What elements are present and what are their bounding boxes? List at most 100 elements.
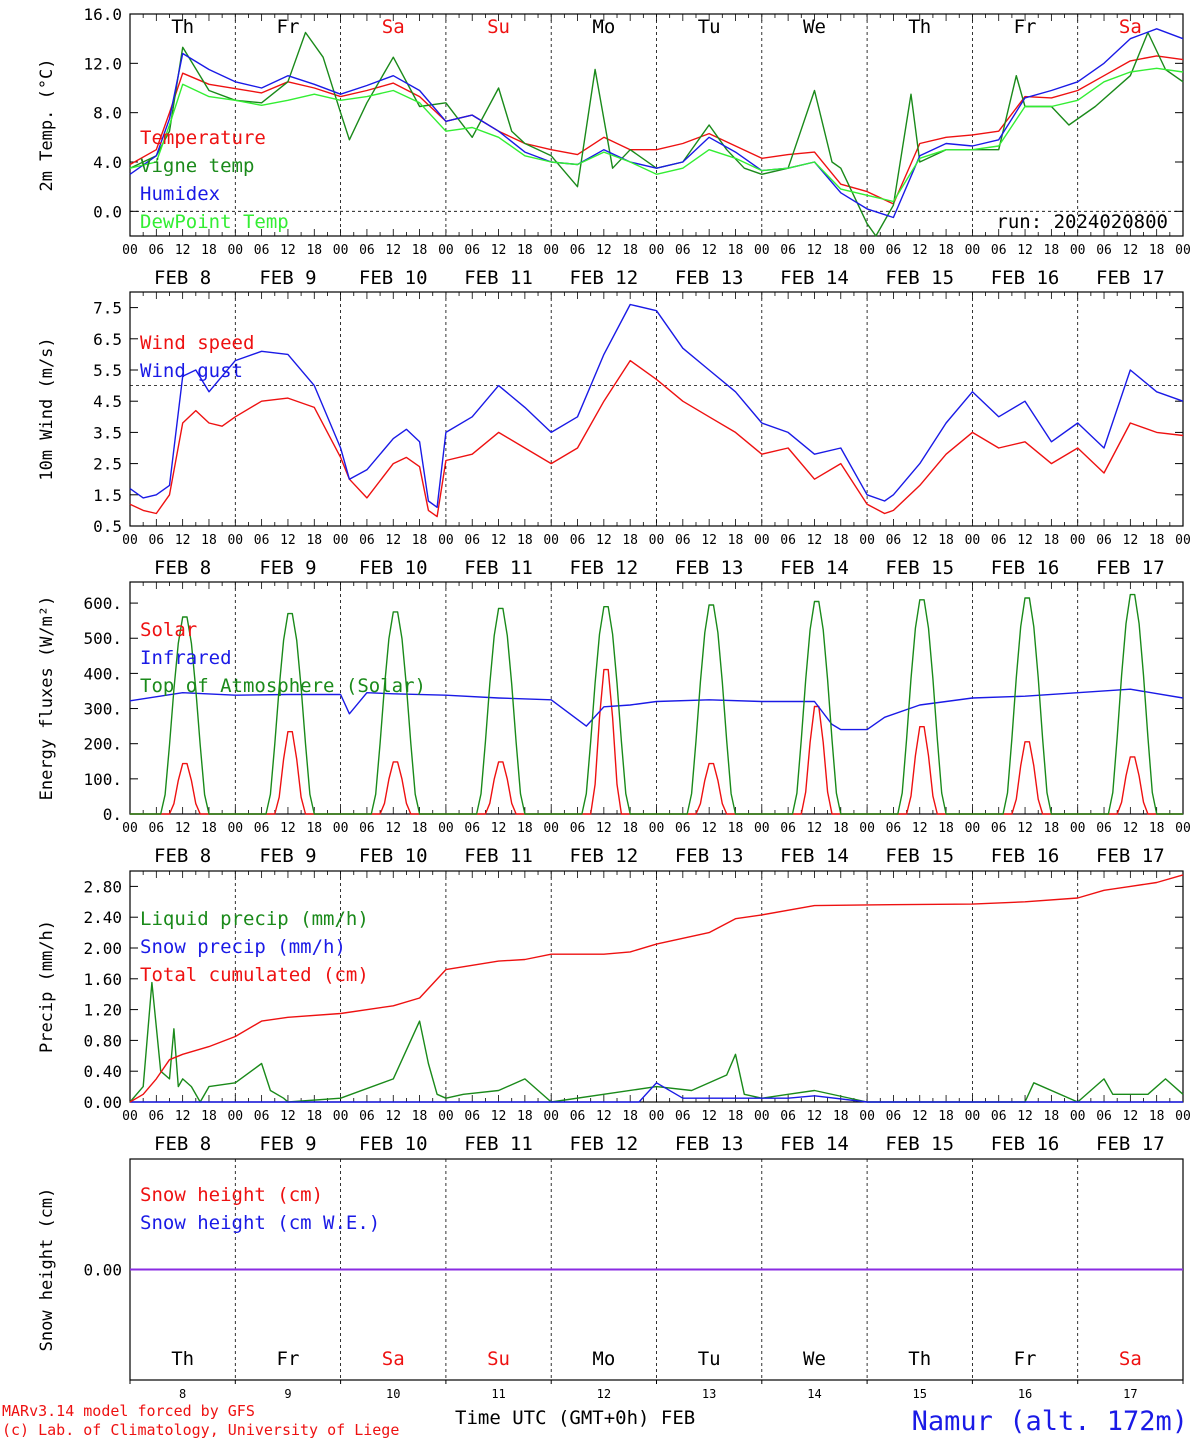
hour-tick-label: 06 bbox=[780, 243, 796, 258]
hour-tick-label: 12 bbox=[491, 533, 507, 548]
weekday-label: Th bbox=[171, 16, 194, 38]
y-tick-label: 400. bbox=[83, 664, 122, 683]
hour-tick-label: 00 bbox=[438, 533, 454, 548]
panel-3: 0. 100. 200. 300. 400. 500. 600. Energy fluxes … bbox=[37, 581, 1191, 867]
hour-tick-label: 18 bbox=[833, 821, 849, 836]
date-label: FEB 15 bbox=[885, 557, 954, 579]
date-label: FEB 17 bbox=[1096, 267, 1165, 289]
date-label: FEB 14 bbox=[780, 845, 849, 867]
hour-tick-label: 00 bbox=[543, 533, 559, 548]
legend-entry: DewPoint Temp bbox=[140, 211, 289, 233]
weekday-label: Th bbox=[908, 16, 931, 38]
weekday-label: We bbox=[803, 1348, 826, 1370]
panel-4: 0.00 0.40 0.80 1.20 1.60 2.00 2.40 2.80 Precip (… bbox=[37, 870, 1191, 1155]
y-tick-label: 2.80 bbox=[83, 877, 122, 896]
hour-tick-label: 06 bbox=[991, 533, 1007, 548]
hour-tick-label: 12 bbox=[491, 821, 507, 836]
hour-tick-label: 12 bbox=[807, 533, 823, 548]
y-tick-label: 6.5 bbox=[93, 330, 122, 349]
y-tick-label: 3.5 bbox=[93, 423, 122, 442]
hour-tick-label: 18 bbox=[622, 533, 638, 548]
hour-tick-label: 12 bbox=[912, 533, 928, 548]
series-line-wind-gust bbox=[129, 303, 1184, 508]
hour-tick-label: 12 bbox=[385, 1109, 401, 1124]
hour-tick-label: 12 bbox=[1017, 243, 1033, 258]
hour-tick-label: 06 bbox=[570, 1109, 586, 1124]
hour-tick-label: 12 bbox=[912, 821, 928, 836]
date-label: FEB 8 bbox=[154, 267, 211, 289]
series-line-humidex bbox=[129, 28, 1184, 219]
hour-tick-label: 00 bbox=[649, 821, 665, 836]
legend-entry: Snow precip (mm/h) bbox=[140, 936, 346, 958]
date-label: FEB 13 bbox=[675, 267, 744, 289]
hour-tick-label: 18 bbox=[728, 243, 744, 258]
date-label: FEB 8 bbox=[154, 1133, 211, 1155]
date-label: FEB 8 bbox=[154, 557, 211, 579]
date-label: FEB 16 bbox=[991, 845, 1060, 867]
hour-tick-label: 00 bbox=[543, 1109, 559, 1124]
hour-tick-label: 00 bbox=[1070, 533, 1086, 548]
y-tick-label: 5.5 bbox=[93, 361, 122, 380]
hour-tick-label: 00 bbox=[122, 243, 138, 258]
hour-tick-label: 00 bbox=[965, 1109, 981, 1124]
hour-tick-label: 12 bbox=[280, 1109, 296, 1124]
run-annotation: run: 2024020800 bbox=[996, 211, 1168, 233]
hour-tick-label: 12 bbox=[175, 533, 191, 548]
hour-tick-label: 06 bbox=[675, 533, 691, 548]
weekday-label: Tu bbox=[698, 16, 721, 38]
hour-tick-label: 18 bbox=[833, 533, 849, 548]
hour-tick-label: 06 bbox=[675, 243, 691, 258]
hour-tick-label: 12 bbox=[701, 1109, 717, 1124]
hour-tick-label: 00 bbox=[122, 1109, 138, 1124]
hour-tick-label: 06 bbox=[886, 1109, 902, 1124]
legend-entry: Humidex bbox=[140, 183, 220, 205]
weekday-label: We bbox=[803, 16, 826, 38]
legend-entry: Solar bbox=[140, 619, 197, 641]
hour-tick-label: 18 bbox=[306, 243, 322, 258]
hour-tick-label: 00 bbox=[649, 533, 665, 548]
date-label: FEB 15 bbox=[885, 845, 954, 867]
hour-tick-label: 18 bbox=[201, 1109, 217, 1124]
weekday-label: Tu bbox=[698, 1348, 721, 1370]
weekday-label: Th bbox=[171, 1348, 194, 1370]
series-line-temperature bbox=[129, 55, 1184, 205]
hour-tick-label: 12 bbox=[1017, 1109, 1033, 1124]
hour-tick-label: 00 bbox=[543, 243, 559, 258]
hour-tick-label: 00 bbox=[227, 821, 243, 836]
hour-tick-label: 00 bbox=[754, 821, 770, 836]
hour-tick-label: 06 bbox=[464, 1109, 480, 1124]
series-line-liquid-precip-mm-h- bbox=[129, 981, 1184, 1103]
hour-tick-label: 06 bbox=[254, 243, 270, 258]
date-label: FEB 15 bbox=[885, 267, 954, 289]
hour-tick-label: 06 bbox=[991, 243, 1007, 258]
y-tick-label: 200. bbox=[83, 735, 122, 754]
hour-tick-label: 00 bbox=[1175, 533, 1191, 548]
y-tick-label: 8.0 bbox=[93, 104, 122, 123]
y-tick-label: 0.40 bbox=[83, 1062, 122, 1081]
y-tick-label: 0.80 bbox=[83, 1031, 122, 1050]
hour-tick-label: 06 bbox=[254, 1109, 270, 1124]
hour-tick-label: 12 bbox=[807, 1109, 823, 1124]
weekday-label: Su bbox=[487, 16, 510, 38]
series-line-snow-precip-mm-h- bbox=[130, 1082, 1183, 1103]
weekday-label: Sa bbox=[382, 16, 405, 38]
hour-tick-label: 06 bbox=[780, 1109, 796, 1124]
y-tick-label: 0. bbox=[103, 805, 122, 824]
hour-tick-label: 12 bbox=[807, 821, 823, 836]
hour-tick-label: 06 bbox=[359, 1109, 375, 1124]
hour-tick-label: 06 bbox=[464, 243, 480, 258]
hour-tick-label: 12 bbox=[175, 1109, 191, 1124]
legend-entry: Temperature bbox=[140, 127, 266, 149]
hour-tick-label: 18 bbox=[622, 821, 638, 836]
day-number-label: 14 bbox=[807, 1387, 821, 1401]
legend-entry: Top of Atmosphere (Solar) bbox=[140, 675, 426, 697]
hour-tick-label: 00 bbox=[333, 533, 349, 548]
hour-tick-label: 06 bbox=[886, 243, 902, 258]
hour-tick-label: 00 bbox=[227, 243, 243, 258]
hour-tick-label: 18 bbox=[728, 533, 744, 548]
hour-tick-label: 18 bbox=[517, 243, 533, 258]
date-label: FEB 10 bbox=[359, 267, 428, 289]
y-tick-label: 2.00 bbox=[83, 939, 122, 958]
hour-tick-label: 12 bbox=[385, 821, 401, 836]
hour-tick-label: 18 bbox=[833, 1109, 849, 1124]
